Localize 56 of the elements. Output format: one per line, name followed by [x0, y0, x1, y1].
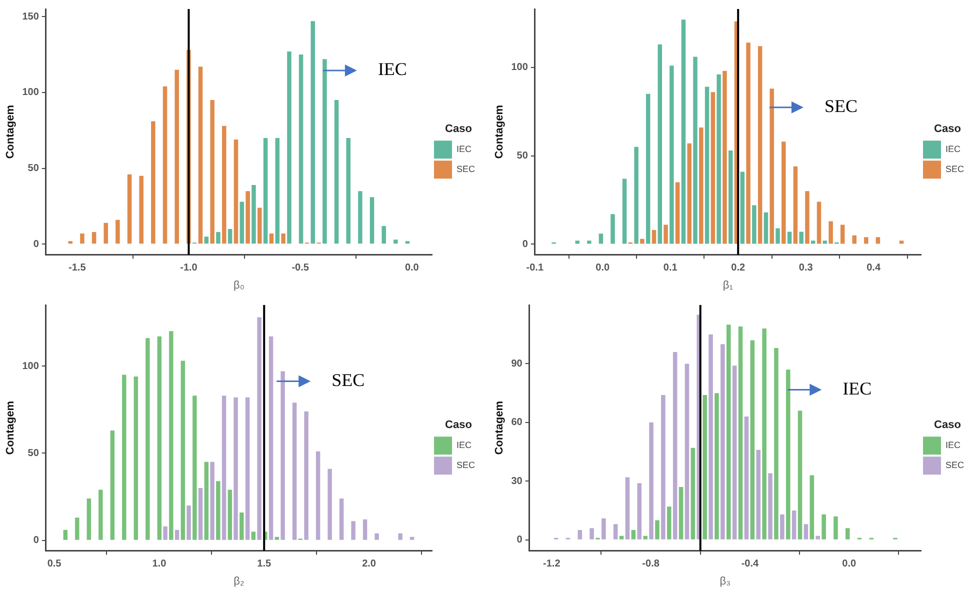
legend-title: Caso	[934, 418, 962, 431]
y-axis-title: Contagem	[494, 400, 506, 455]
y-tick-label: 100	[22, 360, 40, 372]
y-axis-title: Contagem	[4, 400, 17, 455]
y-tick-label: 0	[33, 535, 40, 546]
x-tick-label: -1.0	[180, 262, 198, 274]
legend-label: SEC	[456, 164, 476, 174]
y-tick-label: 50	[28, 448, 40, 459]
legend-label: SEC	[945, 164, 964, 174]
legend-label: SEC	[945, 460, 964, 470]
y-tick-label: 100	[511, 62, 528, 74]
x-tick-label: 0.0	[842, 558, 856, 570]
y-tick-label: 90	[511, 358, 523, 370]
legend-label: IEC	[945, 440, 961, 450]
legend-label: IEC	[945, 144, 961, 154]
x-tick-label: 1.5	[257, 558, 272, 570]
legend-title: Caso	[445, 122, 472, 135]
annotation: IEC	[842, 378, 872, 399]
y-tick-label: 100	[22, 87, 40, 98]
y-tick-label: 30	[511, 476, 523, 487]
x-tick-label: 0.5	[47, 558, 62, 570]
annotation: SEC	[824, 96, 858, 116]
x-tick-label: 1.0	[152, 558, 167, 570]
x-tick-label: -0.4	[741, 558, 759, 570]
x-tick-label: -0.5	[292, 262, 310, 274]
y-tick-label: 0	[522, 238, 528, 250]
x-axis-title: β₂	[234, 575, 244, 588]
legend-title: Caso	[445, 418, 472, 431]
x-tick-label: -0.8	[642, 558, 660, 570]
y-axis-title: Contagem	[4, 104, 17, 159]
legend-label: SEC	[456, 460, 476, 470]
x-tick-label: 0.0	[596, 262, 610, 274]
x-tick-label: 2.0	[362, 558, 376, 570]
x-tick-label: 0.1	[663, 262, 678, 274]
x-axis-title: β₀	[233, 279, 244, 292]
legend-label: IEC	[456, 144, 472, 154]
y-tick-label: 0	[516, 534, 523, 546]
x-axis-title: β₃	[720, 575, 731, 588]
y-tick-label: 50	[28, 163, 40, 174]
x-tick-label: 0.2	[731, 262, 746, 274]
x-tick-label: -1.5	[68, 262, 86, 274]
x-tick-label: 0.4	[866, 262, 881, 274]
x-tick-label: 0.0	[404, 262, 420, 274]
y-tick-label: 50	[516, 150, 528, 162]
y-tick-label: 60	[511, 417, 523, 428]
annotation: SEC	[332, 370, 365, 390]
y-tick-label: 150	[22, 11, 40, 22]
x-axis-title: β₁	[722, 279, 734, 292]
legend-label: IEC	[456, 440, 472, 450]
y-axis-title: Contagem	[494, 104, 506, 159]
x-tick-label: -0.1	[526, 262, 544, 274]
x-tick-label: 0.3	[798, 262, 814, 274]
annotation: IEC	[378, 59, 407, 80]
x-tick-label: -1.2	[543, 558, 561, 570]
y-tick-label: 0	[33, 238, 40, 250]
legend-title: Caso	[934, 122, 962, 135]
